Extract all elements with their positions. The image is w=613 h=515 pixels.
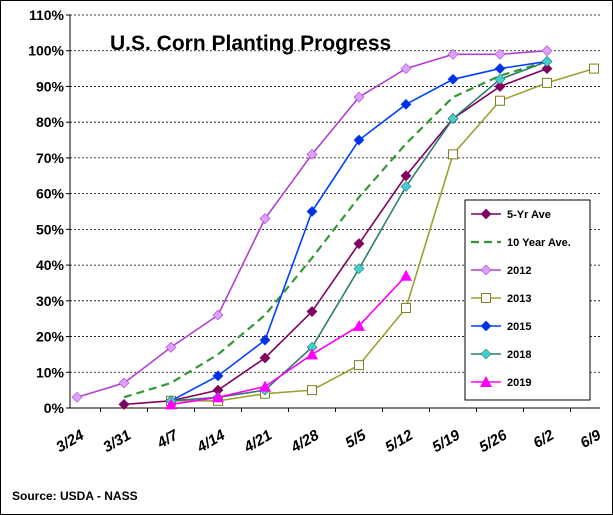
y-tick-label: 40% (36, 257, 65, 273)
marker (306, 306, 318, 317)
marker (541, 45, 553, 57)
legend-label: 2013 (507, 293, 531, 305)
marker (494, 48, 506, 60)
marker (400, 170, 412, 182)
marker (401, 302, 411, 313)
y-tick-label: 90% (36, 78, 65, 94)
marker (480, 320, 492, 332)
marker (354, 360, 364, 371)
legend-label: 2019 (507, 377, 531, 389)
marker (447, 73, 459, 85)
marker (480, 376, 492, 387)
marker (400, 181, 412, 192)
marker (400, 98, 412, 110)
legend-label: 2012 (507, 265, 531, 277)
legend-label: 2018 (507, 349, 531, 361)
series-line (123, 60, 548, 399)
marker (118, 377, 130, 389)
marker (353, 134, 365, 146)
marker (494, 73, 506, 85)
legend-label: 10 Year Ave. (507, 237, 571, 249)
marker (259, 334, 271, 346)
marker (400, 63, 412, 75)
marker (307, 385, 317, 396)
marker (480, 264, 492, 276)
series-line (171, 67, 595, 402)
y-tick-label: 80% (36, 114, 65, 130)
marker (306, 206, 318, 217)
source: Source: USDA - NASS (12, 489, 138, 503)
marker (481, 293, 491, 303)
marker (541, 56, 553, 67)
marker (212, 370, 224, 382)
y-tick-label: 70% (36, 150, 65, 166)
legend-label: 5-Yr Ave (507, 209, 551, 221)
marker (494, 63, 506, 75)
marker (306, 148, 318, 160)
legend-label: 2015 (507, 321, 531, 333)
chart-title: U.S. Corn Planting Progress (110, 32, 391, 55)
marker (165, 398, 177, 410)
y-tick-label: 20% (36, 329, 65, 345)
marker (400, 269, 412, 281)
marker (541, 63, 553, 75)
y-tick-label: 0% (44, 400, 65, 416)
marker (165, 341, 177, 353)
marker (259, 213, 271, 225)
marker (480, 208, 492, 220)
marker (353, 319, 365, 331)
marker (259, 380, 271, 392)
marker (212, 309, 224, 321)
marker (447, 113, 459, 125)
y-tick-label: 100% (28, 43, 64, 59)
marker (212, 391, 224, 403)
marker (353, 238, 365, 250)
marker (480, 348, 492, 360)
y-tick-label: 50% (36, 221, 65, 237)
y-tick-label: 60% (36, 186, 65, 202)
marker (447, 48, 459, 60)
y-tick-label: 30% (36, 293, 65, 309)
marker (306, 348, 318, 360)
marker (353, 91, 365, 103)
marker (494, 81, 506, 92)
marker (542, 77, 552, 88)
marker (589, 63, 599, 74)
series-line (123, 67, 548, 406)
marker (448, 149, 458, 160)
y-tick-label: 110% (29, 7, 65, 23)
series-line (170, 275, 407, 406)
marker (259, 352, 271, 364)
marker (495, 95, 505, 106)
marker (71, 391, 83, 403)
marker (118, 399, 130, 410)
y-tick-label: 10% (36, 364, 65, 380)
marker (353, 263, 365, 275)
